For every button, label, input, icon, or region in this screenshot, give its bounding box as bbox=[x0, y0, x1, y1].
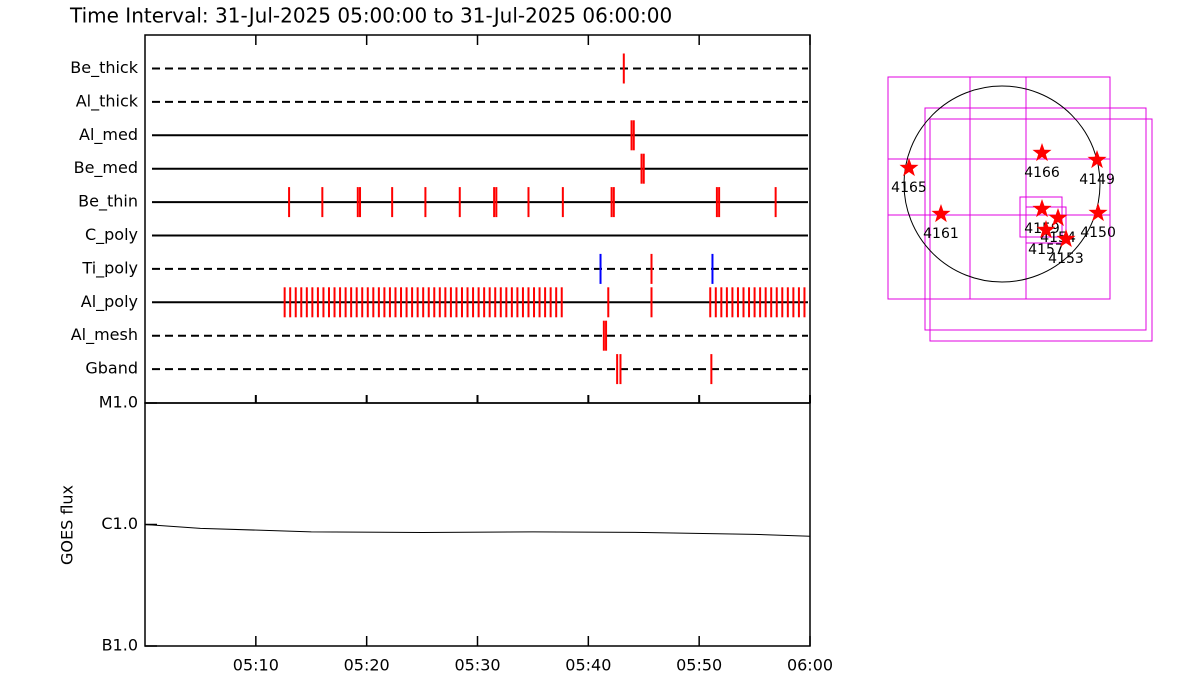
region-star bbox=[899, 158, 919, 177]
region-label: 4149 bbox=[1079, 172, 1115, 188]
region-label: 4161 bbox=[923, 226, 959, 242]
x-tick-label: 05:50 bbox=[676, 656, 722, 675]
filter-label: Be_thick bbox=[70, 58, 138, 78]
region-star bbox=[1036, 220, 1056, 239]
filter-label: Be_thin bbox=[78, 192, 138, 212]
x-tick-label: 06:00 bbox=[787, 656, 833, 675]
x-tick-label: 05:30 bbox=[454, 656, 500, 675]
region-label: 4150 bbox=[1080, 225, 1116, 241]
region-label: 4153 bbox=[1048, 251, 1084, 267]
region-star bbox=[1087, 150, 1107, 169]
region-label: 4165 bbox=[891, 180, 927, 196]
filter-label: Al_med bbox=[79, 125, 138, 145]
x-tick-label: 05:10 bbox=[233, 656, 279, 675]
goes-curve bbox=[144, 524, 811, 537]
region-label: 4166 bbox=[1024, 165, 1060, 181]
y-axis-label: GOES flux bbox=[58, 485, 77, 565]
region-star bbox=[1088, 203, 1108, 222]
x-tick-label: 05:40 bbox=[565, 656, 611, 675]
fov-box bbox=[929, 118, 1153, 342]
filter-label: Al_poly bbox=[81, 292, 138, 312]
filter-label: Al_thick bbox=[76, 91, 139, 111]
region-star bbox=[1048, 208, 1068, 227]
region-star bbox=[1032, 143, 1052, 162]
region-star bbox=[1056, 229, 1076, 248]
y-tick-label: M1.0 bbox=[99, 393, 138, 412]
filter-label: C_poly bbox=[85, 225, 138, 245]
filter-label: Al_mesh bbox=[71, 325, 138, 345]
region-star bbox=[1032, 199, 1052, 218]
solar-limb bbox=[903, 85, 1101, 283]
filter-label: Be_med bbox=[74, 158, 138, 178]
filter-label: Gband bbox=[85, 359, 138, 378]
y-tick-label: B1.0 bbox=[102, 636, 138, 655]
goes-frame bbox=[144, 402, 811, 647]
filter-label: Ti_poly bbox=[81, 258, 138, 278]
region-label: 4157 bbox=[1028, 242, 1064, 258]
fov-box bbox=[887, 76, 1111, 300]
fov-boxes bbox=[887, 76, 1153, 342]
y-tick-label: C1.0 bbox=[101, 514, 138, 533]
fov-box bbox=[924, 107, 1147, 331]
x-tick-label: 05:20 bbox=[344, 656, 390, 675]
region-star bbox=[931, 204, 951, 223]
title: Time Interval: 31-Jul-2025 05:00:00 to 3… bbox=[69, 4, 672, 28]
timeline-frame bbox=[144, 34, 811, 404]
